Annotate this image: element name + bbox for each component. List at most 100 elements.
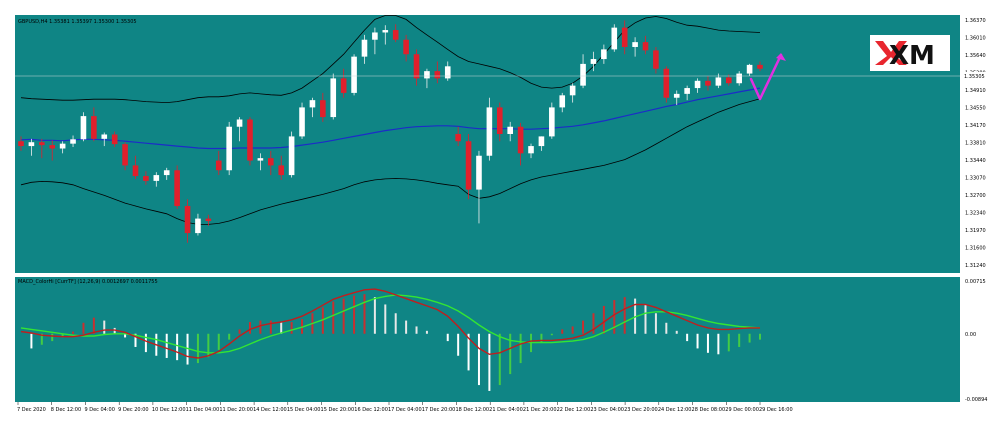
time-tick-label: 9 Dec 04:00 [84, 407, 114, 413]
candle-bull [549, 107, 555, 137]
ma-line [20, 87, 761, 150]
candle-bull [361, 39, 368, 57]
candle-bear [725, 77, 732, 84]
candle-bear [18, 141, 24, 147]
candle-bear [413, 54, 420, 79]
price-tick-label: 1.36010 [965, 36, 986, 42]
candle-bull [382, 30, 389, 33]
time-tick-label: 17 Dec 04:00 [388, 407, 422, 413]
candle-bull [101, 134, 108, 139]
moving-average [20, 87, 761, 150]
candle-bull [559, 95, 566, 108]
candle-bull [476, 155, 482, 190]
candle-bear [705, 80, 711, 86]
candle-bull [715, 77, 722, 86]
price-tick-label: 1.32340 [965, 211, 986, 217]
candle-bull [226, 126, 232, 171]
macd-tick-label: 0.00715 [965, 279, 986, 285]
candle-bull [486, 107, 493, 156]
candle-bear [268, 158, 274, 166]
candle-bull [153, 175, 160, 181]
candle-bull [163, 170, 170, 176]
candle-bear [184, 206, 191, 234]
candle-bear [174, 170, 180, 207]
forecast-arrow [749, 53, 786, 101]
xm-logo: XM [870, 35, 950, 71]
candle-bull [299, 107, 305, 137]
candle-bull [673, 93, 680, 98]
price-tick-label: 1.31970 [965, 228, 986, 234]
bollinger-lower-line [20, 98, 761, 225]
candle-bull [538, 136, 545, 147]
candle-bear [91, 116, 97, 139]
candle-bear [757, 64, 763, 69]
signal-line [20, 294, 761, 354]
price-tick-label: 1.33440 [965, 158, 986, 164]
time-tick-label: 24 Dec 12:00 [658, 407, 692, 413]
time-tick-label: 15 Dec 04:00 [287, 407, 321, 413]
candle-bull [372, 32, 378, 40]
time-axis-ticks: 7 Dec 2020 8 Dec 12:00 9 Dec 04:00 9 Dec 20… [17, 402, 793, 413]
candle-bear [132, 165, 139, 177]
candles [18, 20, 763, 243]
candle-bull [28, 142, 35, 147]
time-tick-label: 28 Dec 08:00 [692, 407, 726, 413]
candle-bear [143, 176, 149, 181]
time-tick-label: 21 Dec 04:00 [489, 407, 523, 413]
time-tick-label: 21 Dec 20:00 [523, 407, 557, 413]
price-tick-label: 1.34910 [965, 88, 986, 94]
bollinger-upper-line [20, 15, 761, 104]
macd-axis-ticks: 0.00715 0.00 -0.00894 [965, 279, 987, 403]
candle-bull [59, 143, 66, 149]
candle-bear [49, 145, 56, 149]
current-price-tag [961, 72, 988, 80]
chart-window[interactable]: 1.363701.360101.356401.352801.349101.345… [15, 15, 988, 415]
chart-canvas[interactable]: 1.363701.360101.356401.352801.349101.345… [15, 15, 988, 415]
time-tick-label: 17 Dec 20:00 [422, 407, 456, 413]
candle-bear [247, 119, 253, 161]
time-tick-label: 22 Dec 12:00 [557, 407, 591, 413]
time-tick-label: 18 Dec 12:00 [455, 407, 489, 413]
candle-bull [611, 27, 618, 50]
candle-bear [340, 78, 347, 93]
candle-bear [496, 107, 503, 134]
candle-bull [590, 59, 597, 64]
candle-bull [70, 139, 76, 144]
candle-bull [351, 56, 357, 93]
candle-bear [403, 39, 409, 55]
candle-bull [694, 80, 701, 89]
candle-bear [642, 42, 649, 51]
candle-bear [455, 133, 461, 142]
macd-panel-bg [15, 277, 960, 402]
candle-bear [392, 30, 399, 40]
candle-bull [528, 146, 534, 154]
candle-bear [465, 141, 472, 190]
candle-bull [257, 158, 264, 161]
candle-bull [601, 49, 607, 60]
price-tick-label: 1.31600 [965, 246, 986, 252]
time-tick-label: 29 Dec 16:00 [759, 407, 793, 413]
price-tick-label: 1.34550 [965, 106, 986, 112]
price-axis-ticks: 1.363701.360101.356401.352801.349101.345… [960, 18, 986, 269]
time-tick-label: 11 Dec 04:00 [186, 407, 220, 413]
price-tick-label: 1.33070 [965, 176, 986, 182]
time-tick-label: 23 Dec 20:00 [624, 407, 658, 413]
candle-bull [684, 88, 690, 94]
candle-bull [288, 136, 295, 176]
candle-bull [424, 71, 430, 79]
candle-bull [309, 100, 316, 108]
time-tick-label: 10 Dec 12:00 [152, 407, 186, 413]
time-tick-label: 16 Dec 12:00 [354, 407, 388, 413]
time-tick-label: 14 Dec 12:00 [253, 407, 287, 413]
time-tick-label: 9 Dec 20:00 [118, 407, 148, 413]
indicator-header: MACD_ColorHi [CurrTF] (12,26,9) 0.001269… [18, 279, 158, 285]
candle-bear [320, 100, 326, 118]
time-tick-label: 29 Dec 00:00 [725, 407, 759, 413]
candle-bear [122, 144, 128, 166]
candle-bear [434, 71, 441, 79]
price-tick-label: 1.33810 [965, 141, 986, 147]
candle-bull [569, 85, 576, 96]
candle-bear [653, 50, 659, 69]
price-tick-label: 1.32700 [965, 193, 986, 199]
candle-bull [80, 116, 87, 140]
